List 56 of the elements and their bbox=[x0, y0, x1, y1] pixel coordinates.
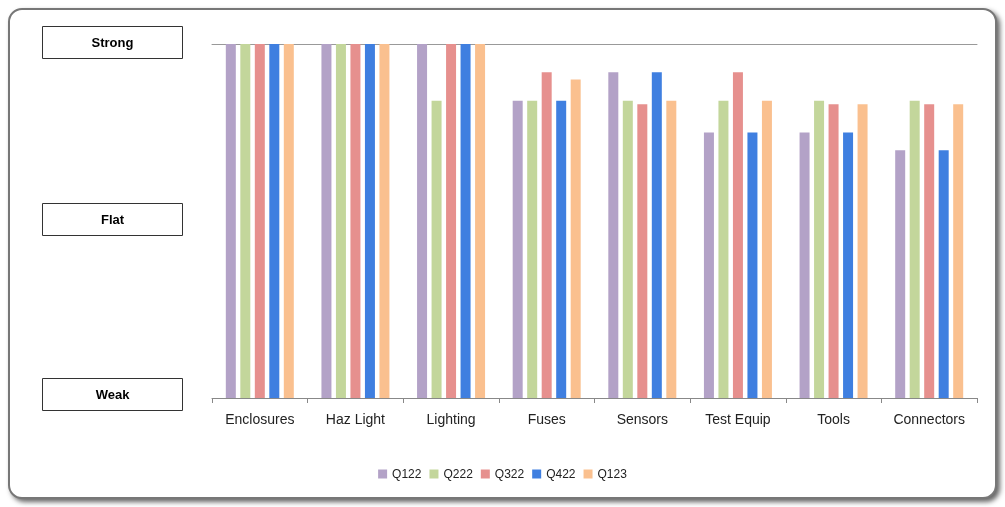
bar bbox=[541, 72, 552, 398]
bar bbox=[225, 44, 236, 398]
bar bbox=[895, 150, 906, 398]
bar bbox=[556, 100, 567, 398]
x-tick-label: Test Equip bbox=[705, 411, 771, 427]
legend-label: Q123 bbox=[597, 467, 628, 481]
x-tick-label: Enclosures bbox=[225, 411, 295, 427]
legend-label: Q322 bbox=[494, 467, 525, 481]
bar bbox=[527, 100, 538, 398]
bar bbox=[938, 150, 949, 398]
text: Weak bbox=[95, 387, 131, 402]
bar bbox=[622, 100, 633, 398]
bar bbox=[857, 104, 868, 398]
bar bbox=[269, 44, 280, 398]
bar bbox=[637, 104, 648, 398]
bar bbox=[651, 72, 662, 398]
x-tick-label: Sensors bbox=[616, 411, 668, 427]
bar bbox=[608, 72, 619, 398]
bar bbox=[843, 132, 854, 398]
bar bbox=[335, 44, 346, 398]
bar bbox=[828, 104, 839, 398]
bar bbox=[321, 44, 332, 398]
x-tick-label: Tools bbox=[817, 411, 850, 427]
x-tick-label: Connectors bbox=[893, 411, 965, 427]
legend-label: Q122 bbox=[392, 467, 422, 481]
bar bbox=[666, 100, 677, 398]
bar bbox=[799, 132, 810, 398]
bar bbox=[475, 44, 486, 398]
text: Flat bbox=[100, 212, 125, 227]
bar bbox=[761, 100, 772, 398]
bar bbox=[364, 44, 375, 398]
bar bbox=[431, 100, 442, 398]
bar bbox=[703, 132, 714, 398]
bar bbox=[350, 44, 361, 398]
x-tick-label: Lighting bbox=[426, 411, 476, 427]
bar bbox=[254, 44, 265, 398]
bar bbox=[512, 100, 523, 398]
bar bbox=[747, 132, 758, 398]
bar bbox=[953, 104, 964, 398]
bar bbox=[460, 44, 471, 398]
bar bbox=[417, 44, 428, 398]
bar bbox=[732, 72, 743, 398]
legend-label: Q422 bbox=[546, 467, 576, 481]
bar bbox=[718, 100, 729, 398]
bar bbox=[924, 104, 935, 398]
bar bbox=[814, 100, 825, 398]
bar bbox=[240, 44, 251, 398]
bar bbox=[909, 100, 920, 398]
x-tick-label: Haz Light bbox=[325, 411, 386, 427]
bar bbox=[379, 44, 390, 398]
legend-label: Q222 bbox=[443, 467, 474, 481]
text: Strong bbox=[91, 35, 134, 50]
bar bbox=[570, 79, 581, 398]
bar bbox=[446, 44, 457, 398]
x-tick-label: Fuses bbox=[527, 411, 566, 427]
bar bbox=[283, 44, 294, 398]
